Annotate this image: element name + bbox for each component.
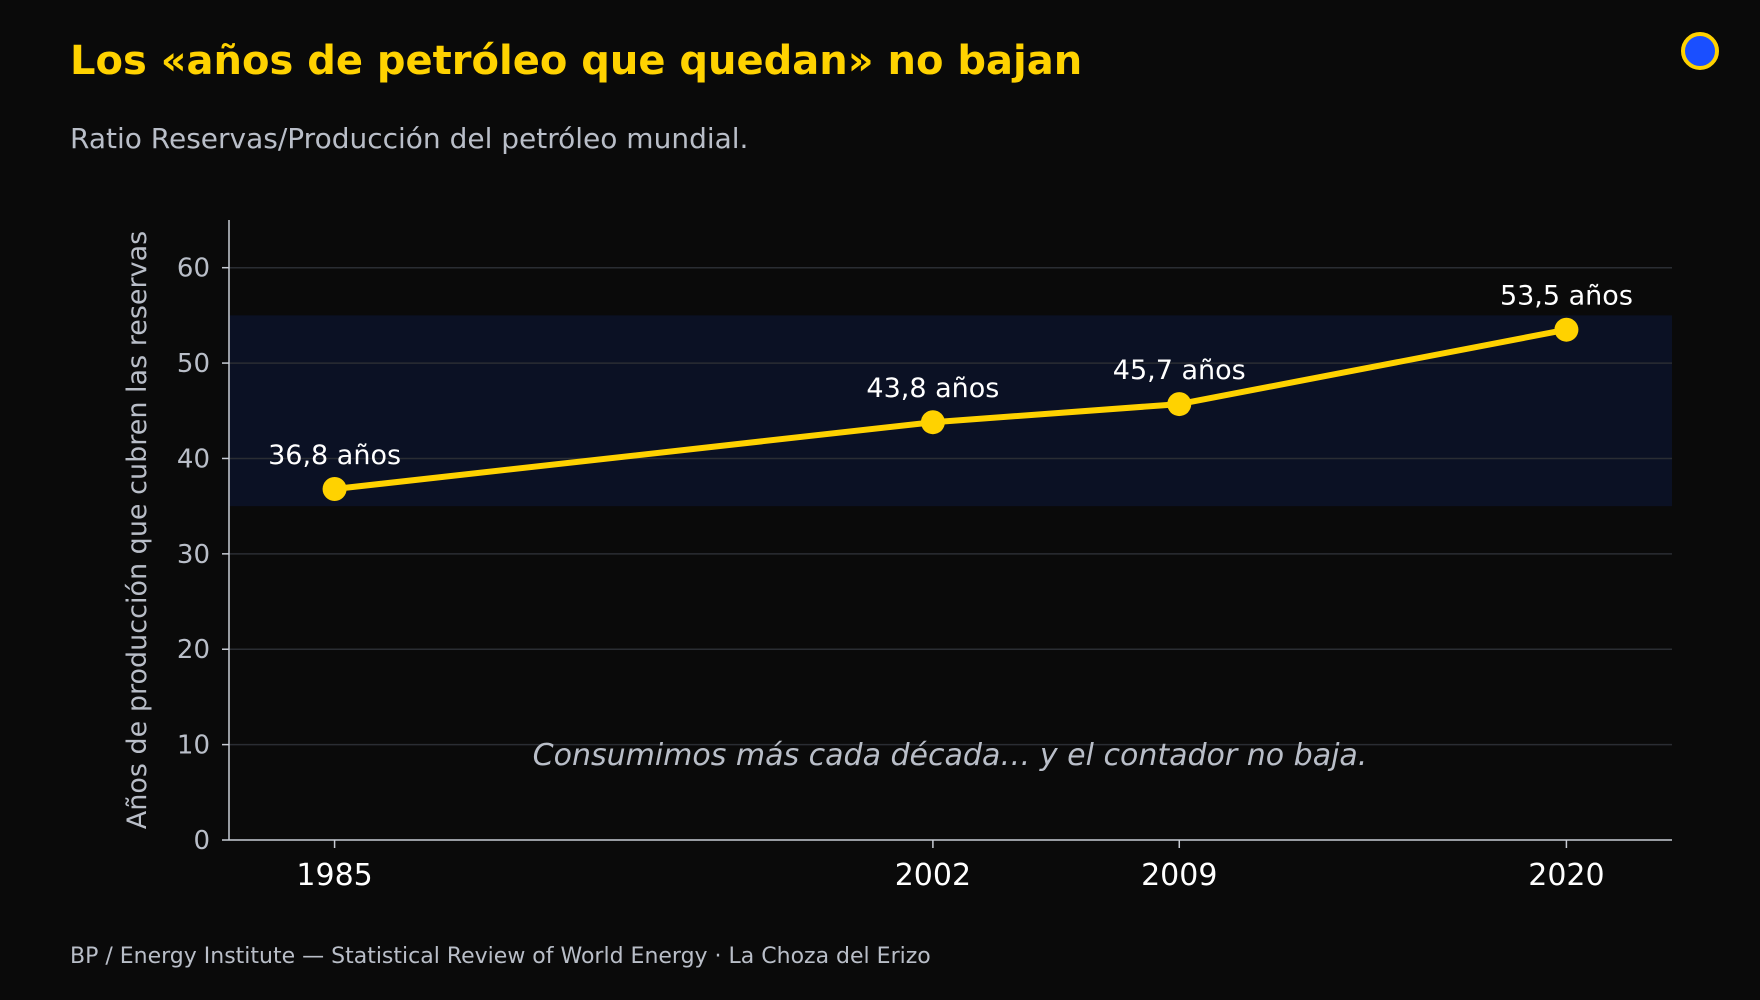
data-label: 36,8 años bbox=[268, 440, 401, 471]
data-point bbox=[1554, 317, 1579, 342]
data-point bbox=[920, 410, 945, 435]
data-point bbox=[322, 476, 347, 501]
chart-annotation: Consumimos más cada década… y el contado… bbox=[533, 738, 1368, 773]
chart-title: Los «años de petróleo que quedan» no baj… bbox=[70, 38, 1083, 84]
data-label: 53,5 años bbox=[1500, 281, 1633, 312]
x-tick-label: 1985 bbox=[296, 858, 372, 893]
data-label: 43,8 años bbox=[866, 373, 999, 404]
y-tick-label: 40 bbox=[177, 444, 210, 474]
logo-dot-icon bbox=[1681, 32, 1719, 70]
data-label: 45,7 años bbox=[1113, 355, 1246, 386]
y-tick-label: 60 bbox=[177, 254, 210, 284]
y-tick-label: 30 bbox=[177, 540, 210, 570]
data-point bbox=[1167, 392, 1192, 417]
x-tick-label: 2009 bbox=[1141, 858, 1217, 893]
y-tick-label: 10 bbox=[177, 731, 210, 761]
chart-subtitle: Ratio Reservas/Producción del petróleo m… bbox=[70, 122, 749, 155]
source-footer: BP / Energy Institute — Statistical Revi… bbox=[70, 944, 931, 969]
y-tick-label: 0 bbox=[193, 826, 210, 856]
y-axis-label: Años de producción que cubren las reserv… bbox=[122, 231, 153, 829]
x-tick-label: 2020 bbox=[1528, 858, 1604, 893]
x-tick-label: 2002 bbox=[895, 858, 971, 893]
series-line bbox=[331, 326, 1570, 492]
y-tick-label: 50 bbox=[177, 349, 210, 379]
y-tick-label: 20 bbox=[177, 635, 210, 665]
